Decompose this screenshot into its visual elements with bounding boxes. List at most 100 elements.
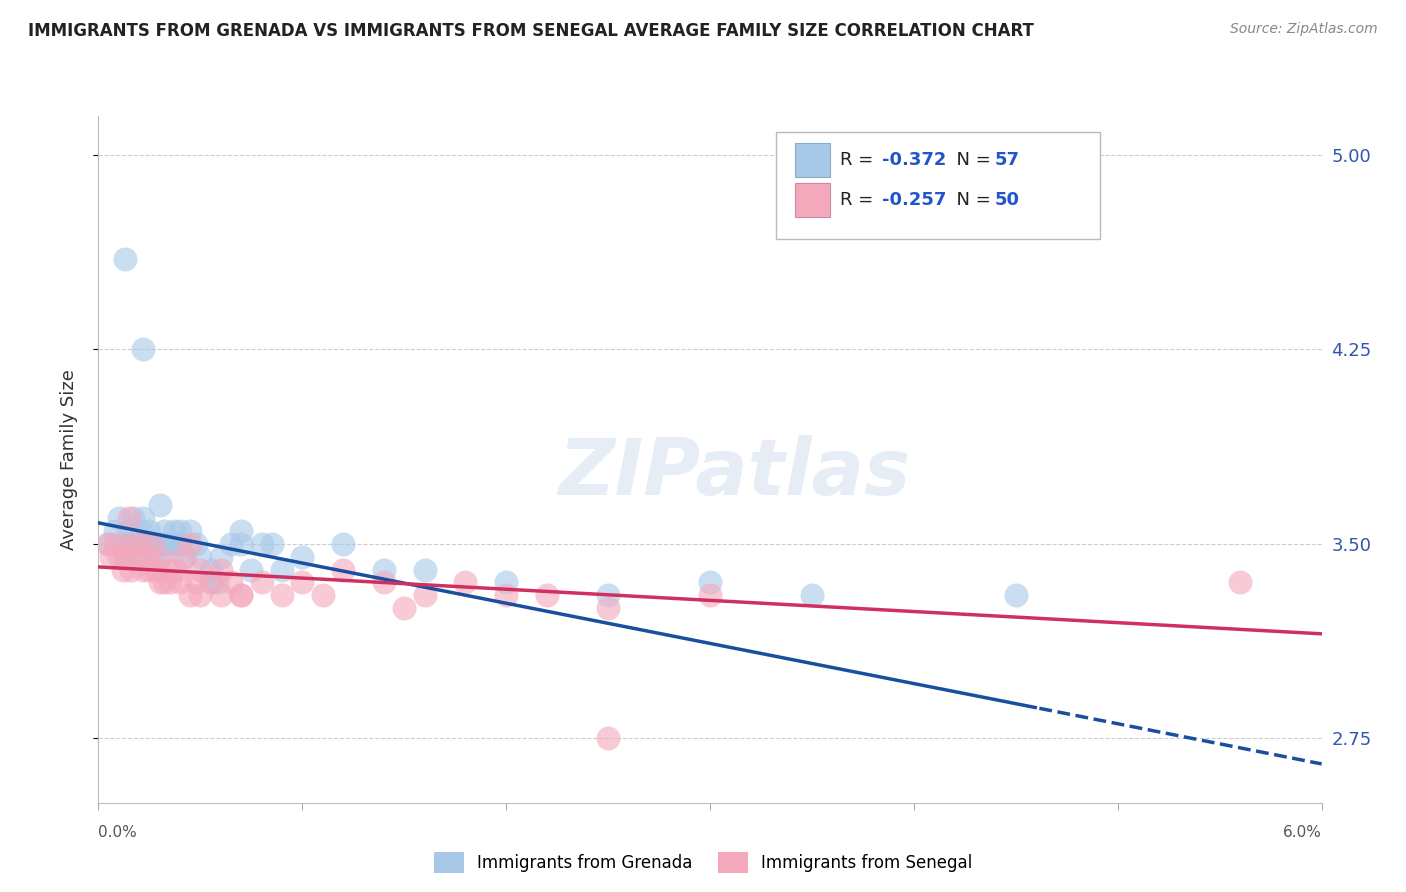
Point [596,731,619,745]
Point [100,549,122,564]
Point [132,343,155,357]
Point [200,562,222,576]
Point [332,536,354,550]
Point [270,562,292,576]
Point [159,536,181,550]
Text: Source: ZipAtlas.com: Source: ZipAtlas.com [1230,22,1378,37]
Point [138,562,160,576]
Point [179,524,201,538]
Point [128,536,150,550]
Point [209,549,232,564]
Point [173,549,195,564]
Text: 57: 57 [994,151,1019,169]
Point [699,589,721,603]
Legend: Immigrants from Grenada, Immigrants from Senegal: Immigrants from Grenada, Immigrants from… [427,846,979,880]
Point [145,536,167,550]
Point [169,575,191,590]
Point [114,252,136,266]
Text: N =: N = [945,151,997,169]
Point [118,524,141,538]
Point [209,562,232,576]
Point [495,575,517,590]
Point [97,536,120,550]
Point [413,589,436,603]
Point [120,562,142,576]
Point [132,562,155,576]
Point [1004,589,1026,603]
Point [159,575,181,590]
Point [149,549,172,564]
Point [188,589,212,603]
Point [114,549,136,564]
Point [596,601,619,615]
Point [136,536,159,550]
Text: IMMIGRANTS FROM GRENADA VS IMMIGRANTS FROM SENEGAL AVERAGE FAMILY SIZE CORRELATI: IMMIGRANTS FROM GRENADA VS IMMIGRANTS FR… [28,22,1033,40]
Point [229,589,253,603]
Point [229,524,253,538]
Point [142,549,165,564]
Text: -0.372: -0.372 [882,151,946,169]
Point [169,524,191,538]
Point [149,549,172,564]
Text: 50: 50 [994,191,1019,209]
Point [138,524,160,538]
Point [219,536,242,550]
Point [152,575,174,590]
Point [104,536,127,550]
Point [291,575,314,590]
Point [250,536,273,550]
Point [163,524,186,538]
Point [291,549,314,564]
Y-axis label: Average Family Size: Average Family Size [59,369,77,549]
Point [149,498,172,512]
Point [179,536,201,550]
Point [111,562,134,576]
Point [169,536,191,550]
Point [128,536,150,550]
Point [179,589,201,603]
Text: N =: N = [945,191,997,209]
Point [127,549,149,564]
Point [149,575,172,590]
Point [209,589,232,603]
Point [311,589,335,603]
Point [108,510,131,524]
Point [205,575,228,590]
Point [146,536,169,550]
Point [124,549,146,564]
Point [108,549,131,564]
Point [454,575,477,590]
Point [134,536,156,550]
Point [413,562,436,576]
Point [141,536,163,550]
Point [173,549,195,564]
Point [118,510,141,524]
Point [260,536,283,550]
Point [120,536,142,550]
Point [219,575,242,590]
Point [332,562,354,576]
Point [115,536,138,550]
Point [1229,575,1251,590]
Point [200,575,222,590]
Point [801,589,824,603]
Point [115,549,138,564]
Point [250,575,273,590]
Point [596,589,619,603]
Point [155,536,177,550]
Point [136,549,159,564]
Point [699,575,721,590]
Point [200,575,222,590]
Point [141,536,163,550]
Point [118,536,141,550]
Point [229,536,253,550]
Point [270,589,292,603]
Point [229,589,253,603]
Point [132,510,155,524]
Point [186,575,208,590]
Point [129,524,152,538]
Text: 6.0%: 6.0% [1282,825,1322,840]
Point [165,536,187,550]
Point [152,524,174,538]
Point [159,562,181,576]
